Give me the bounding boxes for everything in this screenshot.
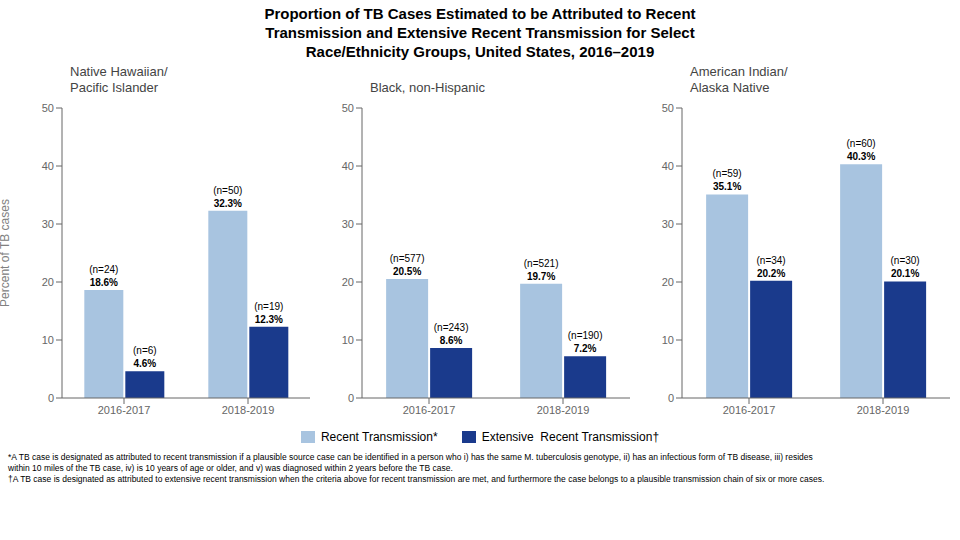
svg-text:(n=190): (n=190)	[568, 330, 603, 341]
svg-text:(n=19): (n=19)	[254, 301, 283, 312]
svg-text:0: 0	[48, 392, 54, 404]
svg-text:40: 40	[342, 160, 354, 172]
svg-text:(n=521): (n=521)	[524, 258, 559, 269]
svg-text:2016-2017: 2016-2017	[723, 404, 776, 416]
svg-text:20.5%: 20.5%	[393, 266, 421, 277]
svg-text:2018-2019: 2018-2019	[537, 404, 590, 416]
html-text:*A TB case is designated as at: *A TB case is designated as attributed t…	[8, 452, 813, 462]
html-text:within 10 miles of the TB case: within 10 miles of the TB case, iv) is 1…	[8, 463, 453, 473]
svg-text:18.6%: 18.6%	[90, 277, 118, 288]
svg-text:8.6%: 8.6%	[440, 335, 463, 346]
html-text:†A TB case is designated as at: †A TB case is designated as attributed t…	[8, 474, 825, 484]
svg-text:(n=59): (n=59)	[713, 168, 742, 179]
html-text:Proportion of TB Cases Estimat: Proportion of TB Cases Estimated to be A…	[264, 5, 696, 60]
svg-text:50: 50	[662, 102, 674, 114]
svg-text:(n=243): (n=243)	[434, 322, 469, 333]
svg-text:40: 40	[662, 160, 674, 172]
svg-text:Percent of TB cases: Percent of TB cases	[8, 199, 12, 307]
svg-text:20: 20	[342, 276, 354, 288]
html-text:Native Hawaiian/ Pacific Islan: Native Hawaiian/ Pacific Islander	[70, 64, 168, 95]
svg-text:40: 40	[42, 160, 54, 172]
svg-text:12.3%: 12.3%	[255, 314, 283, 325]
svg-text:20.2%: 20.2%	[757, 268, 785, 279]
svg-text:20: 20	[42, 276, 54, 288]
html-text:Black, non-Hispanic: Black, non-Hispanic	[370, 80, 485, 95]
svg-text:0: 0	[668, 392, 674, 404]
svg-text:4.6%: 4.6%	[133, 358, 156, 369]
svg-text:50: 50	[342, 102, 354, 114]
svg-text:(n=24): (n=24)	[89, 264, 118, 275]
svg-text:(n=50): (n=50)	[213, 185, 242, 196]
svg-text:2018-2019: 2018-2019	[857, 404, 910, 416]
svg-text:30: 30	[662, 218, 674, 230]
svg-text:19.7%: 19.7%	[527, 271, 555, 282]
svg-text:2018-2019: 2018-2019	[222, 404, 275, 416]
html-text:Extensive Recent Transmission†: Extensive Recent Transmission†	[481, 430, 660, 444]
html-text:American Indian/ Alaska Native: American Indian/ Alaska Native	[690, 64, 788, 95]
svg-text:35.1%: 35.1%	[713, 181, 741, 192]
svg-text:10: 10	[662, 334, 674, 346]
svg-text:10: 10	[42, 334, 54, 346]
html-text:Recent Transmission*: Recent Transmission*	[320, 430, 438, 444]
svg-text:(n=30): (n=30)	[891, 255, 920, 266]
svg-text:0: 0	[348, 392, 354, 404]
svg-text:50: 50	[42, 102, 54, 114]
svg-text:20.1%: 20.1%	[891, 268, 919, 279]
svg-text:(n=6): (n=6)	[133, 345, 157, 356]
svg-text:(n=60): (n=60)	[847, 138, 876, 149]
svg-text:30: 30	[342, 218, 354, 230]
svg-text:20: 20	[662, 276, 674, 288]
svg-text:32.3%: 32.3%	[214, 198, 242, 209]
svg-text:(n=577): (n=577)	[390, 253, 425, 264]
svg-text:30: 30	[42, 218, 54, 230]
svg-text:(n=34): (n=34)	[757, 255, 786, 266]
svg-text:40.3%: 40.3%	[847, 151, 875, 162]
svg-text:2016-2017: 2016-2017	[98, 404, 151, 416]
svg-text:7.2%: 7.2%	[574, 343, 597, 354]
svg-text:2016-2017: 2016-2017	[403, 404, 456, 416]
svg-text:10: 10	[342, 334, 354, 346]
